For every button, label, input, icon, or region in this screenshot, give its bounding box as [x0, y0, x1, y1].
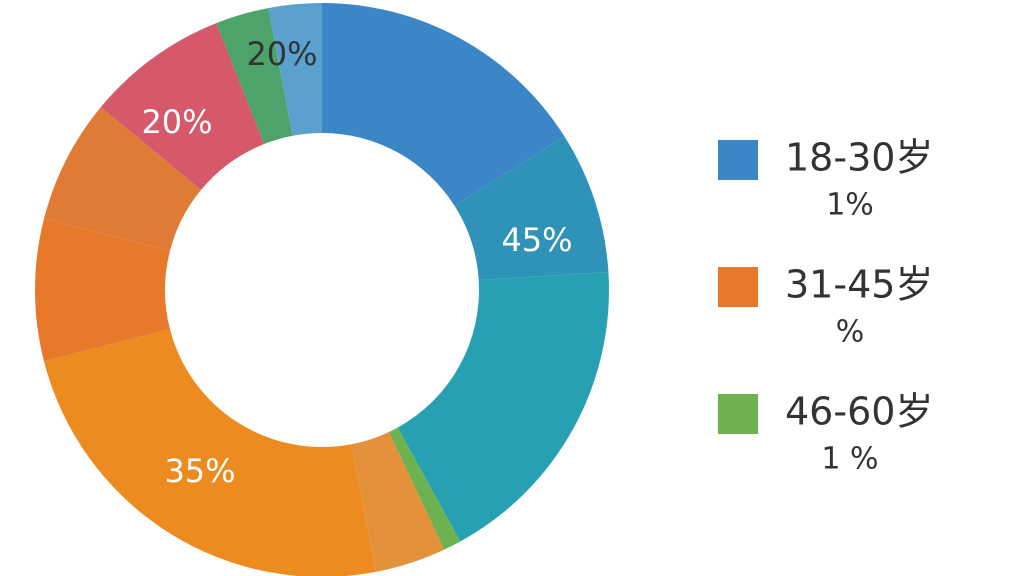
donut-slice: [35, 218, 170, 362]
donut-slice: [454, 136, 609, 281]
legend-label: 46-60岁: [785, 390, 933, 434]
donut-slice: [44, 329, 376, 576]
donut-slice: [100, 23, 265, 190]
legend-sublabel: 1 %: [821, 442, 878, 477]
donut-slice: [216, 8, 293, 145]
donut-slice: [322, 3, 565, 206]
legend-sublabel: %: [836, 315, 865, 350]
legend-swatch: [718, 267, 758, 307]
legend-sublabel: 1%: [826, 188, 874, 223]
donut-slice: [397, 271, 609, 542]
donut-slice: [388, 427, 461, 550]
slice-label: 20%: [246, 35, 317, 73]
donut-slice: [268, 3, 322, 136]
donut-slice: [351, 432, 445, 572]
legend-swatch: [718, 394, 758, 434]
slice-label: 45%: [501, 221, 572, 259]
legend-label: 18-30岁: [785, 136, 933, 180]
slice-label: 35%: [164, 452, 235, 490]
legend-label: 31-45岁: [785, 263, 933, 307]
slice-label: 20%: [141, 103, 212, 141]
legend-swatch: [718, 140, 758, 180]
donut-slice: [44, 107, 202, 251]
